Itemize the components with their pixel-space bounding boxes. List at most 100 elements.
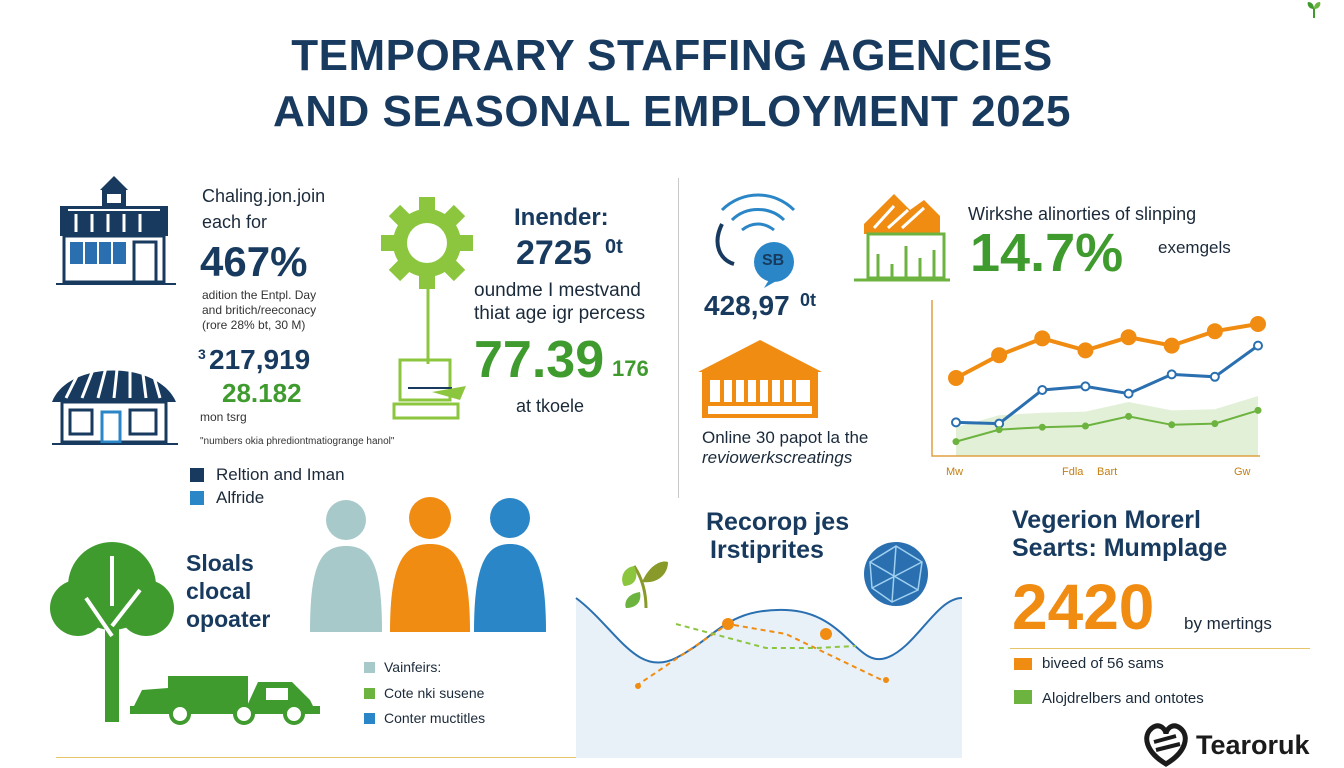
gear-line-1: oundme I mestvand [474, 280, 641, 301]
left-stat-note: mon tsrg [200, 410, 247, 424]
series-1-point [991, 347, 1008, 364]
left-line-2: each for [202, 212, 268, 232]
storefront-icon [56, 176, 176, 285]
people-legend-swatch-3 [364, 713, 375, 724]
brand-logo-icon [1144, 723, 1188, 767]
br-heading-2: Searts: Mumplage [1012, 534, 1228, 562]
gear-green-suffix: 176 [612, 356, 649, 381]
people-legend-label-1: Vainfeirs: [384, 659, 442, 675]
series-1-point [1163, 337, 1180, 354]
series-1-point [1077, 342, 1094, 359]
review-value-suffix: 0t [800, 290, 817, 310]
leaf-icon [622, 561, 668, 609]
chart-top-side-label: exemgels [1158, 238, 1231, 257]
series-3-point [1125, 412, 1133, 420]
gear-icon [381, 197, 473, 289]
left-stat-2: 28.182 [222, 378, 302, 408]
series-3-point [1168, 421, 1176, 429]
people-group-icon [310, 497, 546, 632]
series-line-3 [955, 409, 1259, 443]
chart-top-big-percent: 14.7% [970, 223, 1124, 283]
people-legend-swatch-1 [364, 662, 375, 673]
truck-car-icon [130, 676, 320, 725]
wave-chart [575, 597, 963, 758]
series-3-point [1081, 422, 1089, 430]
x-label-2: Fdla [1062, 466, 1084, 478]
left-legend-label-2: Alfride [216, 488, 265, 507]
left-footnote: "numbers okia phrediontmatiogrange hanol… [200, 436, 395, 447]
x-label-3: Bart [1097, 466, 1118, 478]
line-chart [931, 300, 1266, 457]
x-label-4: Gw [1234, 466, 1251, 478]
chart-area-fill [956, 396, 1258, 456]
people-legend-label-2: Cote nki susene [384, 685, 485, 701]
left-note-3: (rore 28% bt, 30 M) [202, 318, 306, 332]
warehouse-icon [698, 340, 822, 418]
series-2-point [1080, 381, 1091, 392]
review-caption-1: Online 30 papot la the [702, 428, 869, 447]
left-legend-label-1: Reltion and Iman [216, 465, 345, 484]
review-value: 428,97 [704, 290, 790, 321]
people-side-text-2: clocal [186, 578, 252, 604]
people-side-text-3: opoater [186, 606, 271, 632]
gear-caption: at tkoele [516, 396, 585, 416]
left-stat-1: 217,919 [209, 344, 311, 375]
gear-heading: Inender: [514, 204, 609, 231]
wave-heading-1: Recorop jes [706, 508, 850, 536]
series-3-point [1254, 406, 1262, 414]
br-big-value: 2420 [1012, 571, 1155, 643]
left-note-2: and britich/reeconacy [202, 303, 317, 317]
br-legend-swatch-1 [1014, 658, 1032, 670]
page-title-line-1: TEMPORARY STAFFING AGENCIES [291, 31, 1053, 80]
chart-top-heading: Wirkshe alinorties of slinping [968, 204, 1197, 224]
tree-icon [50, 542, 174, 722]
house-icon [52, 359, 178, 445]
series-2-point [951, 417, 961, 428]
review-badge: SB [762, 252, 785, 269]
series-3-point [1038, 423, 1046, 431]
series-1-point [1250, 316, 1266, 332]
series-1-point [1120, 329, 1137, 346]
series-1-point [1206, 323, 1223, 340]
wave-heading-2: Irstiprites [710, 536, 824, 564]
series-1-point [948, 370, 964, 386]
laptop-icon [392, 284, 466, 420]
series-2-point [1037, 385, 1048, 395]
bottom-right-divider [1010, 648, 1310, 649]
chart-axes [931, 300, 1260, 457]
br-side-label: by mertings [1184, 614, 1272, 633]
series-line-2 [955, 344, 1259, 426]
series-3-point [1211, 420, 1219, 428]
series-2-point [1253, 340, 1263, 351]
gear-big-value-suffix: 0t [605, 236, 623, 258]
factory-icon [854, 194, 950, 282]
page-title-line-2: AND SEASONAL EMPLOYMENT 2025 [272, 87, 1071, 136]
gear-line-2: thiat age igr percess [474, 303, 646, 324]
gear-green-value: 77.39 [474, 331, 605, 389]
review-caption-2: reviowerkscreatings [702, 448, 853, 467]
series-1-point [1034, 330, 1051, 347]
sprout-icon [1307, 2, 1321, 18]
series-2-point [1166, 369, 1177, 380]
people-legend-label-3: Conter muctitles [384, 710, 486, 726]
br-legend-swatch-2 [1014, 690, 1032, 704]
bottom-divider [56, 757, 576, 758]
series-3-point [995, 426, 1003, 434]
people-side-text-1: Sloals [186, 550, 254, 576]
globe-icon [864, 542, 928, 606]
br-legend-label-1: biveed of 56 sams [1042, 655, 1164, 672]
br-legend-label-2: Alojdrelbers and ontotes [1042, 690, 1204, 707]
brand-name: Tearoruk [1196, 730, 1310, 760]
gear-big-value: 2725 [516, 234, 592, 272]
left-note-1: adition the Entpl. Day [202, 288, 317, 302]
x-label-1: Mw [946, 466, 964, 478]
vertical-divider [678, 178, 679, 498]
br-heading-1: Vegerion Morerl [1012, 506, 1201, 534]
legend-swatch-blue [190, 491, 204, 505]
series-2-point [1209, 371, 1220, 382]
left-big-percent: 467% [200, 238, 308, 285]
wifi-headset-icon [715, 193, 796, 288]
people-legend-swatch-2 [364, 688, 375, 699]
left-line-1: Chaling.jon.join [202, 186, 326, 206]
legend-swatch-navy [190, 468, 204, 482]
